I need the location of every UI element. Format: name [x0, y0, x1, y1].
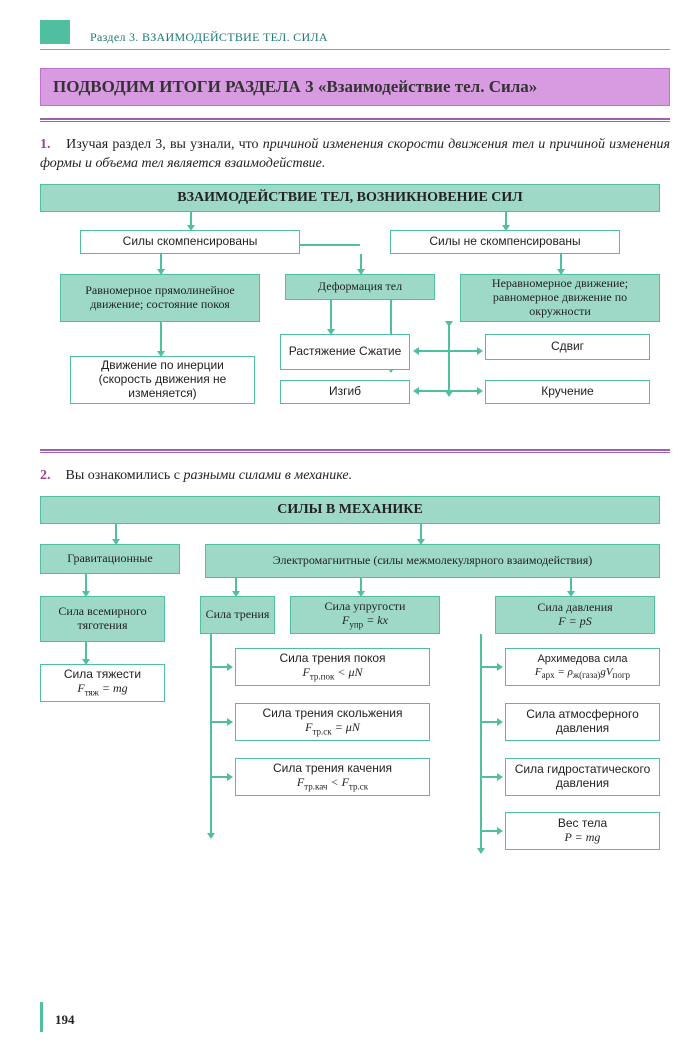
d2-grav: Гравитационные [40, 544, 180, 574]
d2-pressure: Сила давленияF = pS [495, 596, 655, 634]
d1-twist: Кручение [485, 380, 650, 404]
arrow [235, 578, 237, 592]
d2-froll: Сила трения каченияFтр.кач < Fтр.ск [235, 758, 430, 796]
section-banner: ПОДВОДИМ ИТОГИ РАЗДЕЛА 3 «Взаимодействие… [40, 68, 670, 106]
arrow [160, 254, 162, 270]
d2-pressure-text: Сила давленияF = pS [537, 601, 612, 629]
arrow [160, 322, 162, 352]
d2-header: СИЛЫ В МЕХАНИКЕ [40, 496, 660, 524]
diagram-forces: СИЛЫ В МЕХАНИКЕ Гравитационные Электрома… [40, 496, 670, 876]
section-2-num: 2. [40, 467, 62, 486]
arrow [360, 578, 362, 592]
d1-stretch: Растяжение Сжатие [280, 334, 410, 370]
arrow [360, 254, 362, 270]
page-number: 194 [55, 1012, 75, 1028]
d2-fslide-text: Сила трения скольженияFтр.ск = μN [263, 707, 403, 737]
section-1: 1. Изучая раздел 3, вы узнали, что причи… [40, 136, 670, 174]
d2-friction: Сила трения [200, 596, 275, 634]
d1-shift: Сдвиг [485, 334, 650, 360]
arrow [448, 322, 450, 392]
arrow [210, 721, 228, 723]
section-2-plain: Вы ознакомились с [66, 468, 184, 483]
arrow [480, 776, 498, 778]
d2-fstatic-text: Сила трения покояFтр.пок < μN [279, 652, 385, 682]
section-2-text: 2. Вы ознакомились с разными силами в ме… [40, 467, 670, 486]
arrow [480, 666, 498, 668]
arrow [480, 830, 498, 832]
d2-weight: Вес телаP = mg [505, 812, 660, 850]
d1-bend: Изгиб [280, 380, 410, 404]
arrow [190, 212, 192, 226]
arrow [448, 350, 478, 352]
arrow [85, 642, 87, 660]
d1-compensated: Силы скомпенсированы [80, 230, 300, 254]
d1-nonuniform: Неравномерное движение; равномерное движ… [460, 274, 660, 322]
d2-gravity: Сила тяжестиFтяж = mg [40, 664, 165, 702]
d2-arch: Архимедова силаFарх = ρж(газа)gVпогр [505, 648, 660, 686]
d2-fstatic: Сила трения покояFтр.пок < μN [235, 648, 430, 686]
arrow [210, 634, 212, 834]
arrow [85, 574, 87, 592]
d2-fslide: Сила трения скольженияFтр.ск = μN [235, 703, 430, 741]
section-1-num: 1. [40, 136, 62, 155]
d2-atm: Сила атмосферного давления [505, 703, 660, 741]
d2-elastic-text: Сила упругостиFупр = kx [325, 600, 406, 630]
d2-elastic: Сила упругостиFупр = kx [290, 596, 440, 634]
arrow [210, 776, 228, 778]
divider-purple-1 [40, 118, 670, 122]
d1-uniform: Равномерное прямолинейное движение; сост… [60, 274, 260, 322]
d1-header: ВЗАИМОДЕЙСТВИЕ ТЕЛ, ВОЗНИКНОВЕНИЕ СИЛ [40, 184, 660, 212]
page-marker-bar [40, 1002, 43, 1032]
d2-weight-text: Вес телаP = mg [558, 817, 607, 845]
section-1-text: 1. Изучая раздел 3, вы узнали, что причи… [40, 136, 670, 174]
arrow [418, 350, 448, 352]
arrow [480, 721, 498, 723]
divider-purple-2 [40, 449, 670, 453]
d1-deformation: Деформация тел [285, 274, 435, 300]
section-2: 2. Вы ознакомились с разными силами в ме… [40, 467, 670, 486]
arrow [210, 666, 228, 668]
arrow [560, 254, 562, 270]
arrow [330, 300, 332, 330]
d2-univgrav: Сила всемирного тяготения [40, 596, 165, 642]
chapter-header: Раздел 3. ВЗАИМОДЕЙСТВИЕ ТЕЛ. СИЛА [90, 30, 670, 45]
d2-arch-text: Архимедова силаFарх = ρж(газа)gVпогр [535, 653, 630, 680]
d1-inertia: Движение по инерции (скорость движения н… [70, 356, 255, 404]
d2-em: Электромагнитные (силы межмолекулярного … [205, 544, 660, 578]
d2-froll-text: Сила трения каченияFтр.кач < Fтр.ск [273, 762, 392, 792]
banner-text: ПОДВОДИМ ИТОГИ РАЗДЕЛА 3 «Взаимодействие… [53, 77, 537, 96]
d1-uncompensated: Силы не скомпенсированы [390, 230, 620, 254]
corner-marker [40, 20, 70, 44]
arrow [418, 390, 448, 392]
diagram-interactions: ВЗАИМОДЕЙСТВИЕ ТЕЛ, ВОЗНИКНОВЕНИЕ СИЛ Си… [40, 184, 670, 439]
divider-top [40, 49, 670, 50]
d2-hydro: Сила гидростатического давления [505, 758, 660, 796]
arrow [505, 212, 507, 226]
arrow [300, 244, 360, 246]
arrow [115, 524, 117, 540]
section-1-plain: Изучая раздел 3, вы узнали, что [66, 137, 263, 152]
d2-gravity-text: Сила тяжестиFтяж = mg [64, 668, 141, 698]
section-2-italic: разными силами в механике. [183, 468, 352, 483]
arrow [420, 524, 422, 540]
arrow [570, 578, 572, 592]
